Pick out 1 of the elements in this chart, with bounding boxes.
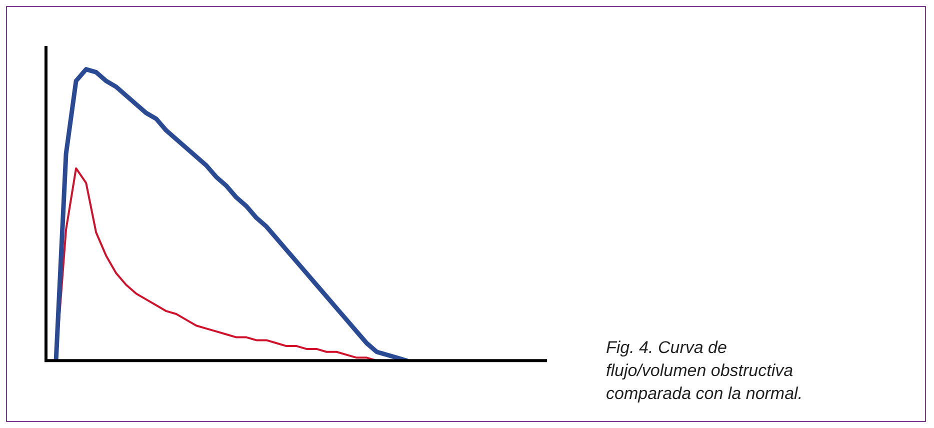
caption: Fig. 4. Curva de flujo/volumen obstructiva comparada con la normal.	[606, 337, 804, 405]
